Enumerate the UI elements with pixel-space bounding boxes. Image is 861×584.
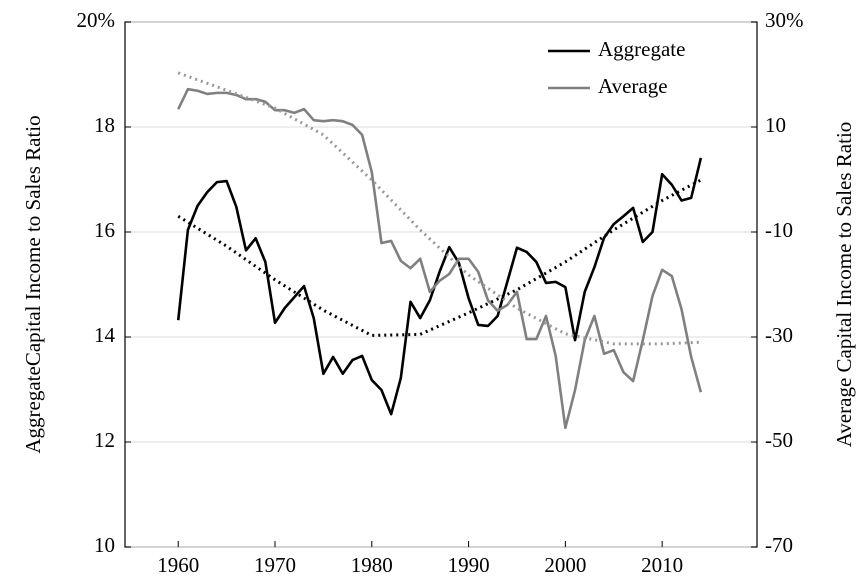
- legend-label: Average: [598, 74, 668, 98]
- x-tick-label: 1980: [351, 553, 393, 577]
- y2-tick-label: 10: [765, 113, 786, 137]
- y-tick-label: 10: [94, 533, 115, 557]
- y2-tick-label: -30: [765, 323, 793, 347]
- trend-line: [177, 178, 702, 337]
- y-tick-label: 20%: [77, 8, 116, 32]
- x-tick-label: 1970: [254, 553, 296, 577]
- y2-tick-label: -50: [765, 428, 793, 452]
- y-tick-label: 14: [94, 323, 116, 347]
- y-axis-label: AggregateCapital Income to Sales Ratio: [21, 115, 45, 453]
- y-tick-label: 18: [94, 113, 115, 137]
- plot-frame: [124, 21, 758, 548]
- y2-tick-label: -70: [765, 533, 793, 557]
- x-tick-label: 1960: [157, 553, 199, 577]
- y2-tick-label: 30%: [765, 8, 804, 32]
- legend-label: Aggregate: [598, 37, 685, 61]
- x-tick-label: 1990: [448, 553, 490, 577]
- y-tick-label: 16: [94, 218, 115, 242]
- y2-tick-label: -10: [765, 218, 793, 242]
- x-tick-label: 2000: [544, 553, 586, 577]
- y2-axis-label: Average Capital Income to Sales Ratio: [832, 122, 856, 448]
- series-line: [176, 157, 703, 416]
- x-tick-label: 2010: [641, 553, 683, 577]
- series-line: [177, 87, 703, 430]
- trend-line: [177, 71, 701, 346]
- y-tick-label: 12: [94, 428, 115, 452]
